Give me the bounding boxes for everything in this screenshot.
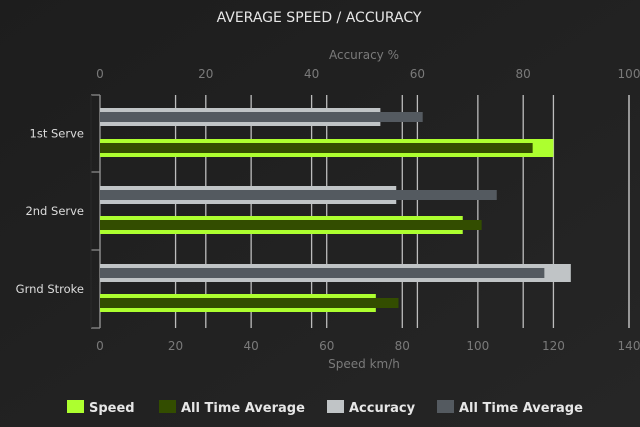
legend-label: Accuracy bbox=[349, 401, 416, 416]
bottom-tick-label: 0 bbox=[96, 339, 104, 353]
legend-swatch bbox=[67, 400, 84, 413]
bottom-tick-label: 120 bbox=[542, 339, 565, 353]
bar-accuracy-all-time-average bbox=[100, 268, 545, 278]
legend-swatch bbox=[437, 400, 454, 413]
legend-label: Speed bbox=[89, 401, 135, 416]
bottom-tick-label: 60 bbox=[319, 339, 334, 353]
bar-accuracy-all-time-average bbox=[100, 112, 423, 122]
top-tick-label: 60 bbox=[410, 67, 425, 81]
category-label: Grnd Stroke bbox=[16, 282, 84, 296]
category-label: 2nd Serve bbox=[25, 204, 84, 218]
top-tick-label: 0 bbox=[96, 67, 104, 81]
bar-accuracy-all-time-average bbox=[100, 190, 497, 200]
legend-label: All Time Average bbox=[181, 401, 305, 416]
bottom-tick-label: 80 bbox=[395, 339, 410, 353]
top-tick-label: 40 bbox=[304, 67, 319, 81]
category-label: 1st Serve bbox=[30, 127, 84, 141]
bar-speed-all-time-average bbox=[100, 220, 482, 230]
top-tick-label: 80 bbox=[516, 67, 531, 81]
chart-title: AVERAGE SPEED / ACCURACY bbox=[217, 10, 422, 26]
bottom-tick-label: 20 bbox=[168, 339, 183, 353]
bottom-tick-label: 140 bbox=[618, 339, 640, 353]
legend-label: All Time Average bbox=[459, 401, 583, 416]
bottom-tick-label: 100 bbox=[466, 339, 489, 353]
legend-swatch bbox=[327, 400, 344, 413]
bottom-axis-label: Speed km/h bbox=[328, 357, 400, 371]
legend-swatch bbox=[159, 400, 176, 413]
bar-speed-all-time-average bbox=[100, 298, 399, 308]
top-tick-label: 20 bbox=[198, 67, 213, 81]
bottom-tick-label: 40 bbox=[244, 339, 259, 353]
top-tick-label: 100 bbox=[618, 67, 640, 81]
top-axis-label: Accuracy % bbox=[329, 48, 399, 62]
bar-speed-all-time-average bbox=[100, 143, 533, 153]
